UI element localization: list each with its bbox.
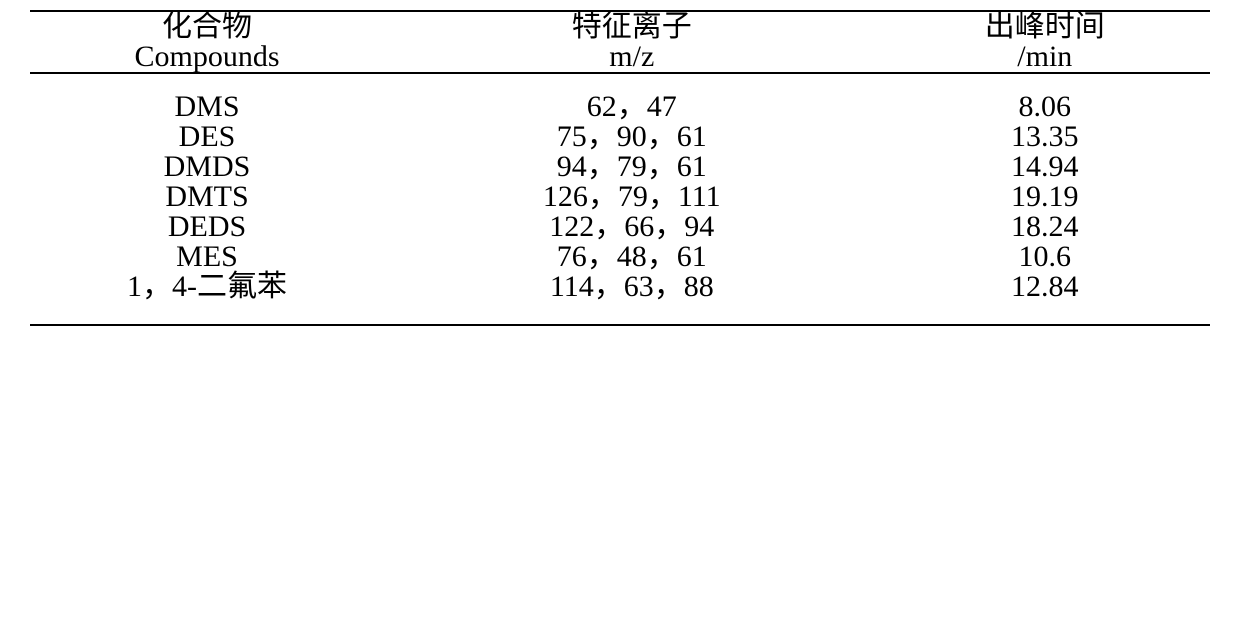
table-row: 1，4-二氟苯 114，63，88 12.84 [30, 272, 1210, 325]
cell-mz: 114，63，88 [384, 272, 880, 325]
table-row: DEDS 122，66，94 18.24 [30, 212, 1210, 242]
header-mz-en: m/z [384, 42, 880, 73]
cell-mz: 94，79，61 [384, 152, 880, 182]
cell-compound: DMDS [30, 152, 384, 182]
cell-mz: 76，48，61 [384, 242, 880, 272]
header-rt-en: /min [880, 42, 1210, 73]
cell-rt: 12.84 [880, 272, 1210, 325]
table-row: DMDS 94，79，61 14.94 [30, 152, 1210, 182]
cell-rt: 13.35 [880, 122, 1210, 152]
cell-rt: 10.6 [880, 242, 1210, 272]
page-container: 化合物 特征离子 出峰时间 Compounds m/z /min DMS 62，… [0, 0, 1240, 637]
cell-rt: 8.06 [880, 73, 1210, 122]
table-row: DMS 62，47 8.06 [30, 73, 1210, 122]
cell-compound: DMS [30, 73, 384, 122]
header-row-en: Compounds m/z /min [30, 42, 1210, 73]
cell-compound: DES [30, 122, 384, 152]
cell-rt: 18.24 [880, 212, 1210, 242]
compound-table: 化合物 特征离子 出峰时间 Compounds m/z /min DMS 62，… [30, 10, 1210, 326]
cell-mz: 122，66，94 [384, 212, 880, 242]
cell-rt: 19.19 [880, 182, 1210, 212]
cell-compound: MES [30, 242, 384, 272]
header-compound-en: Compounds [30, 42, 384, 73]
cell-compound: DEDS [30, 212, 384, 242]
header-row-cn: 化合物 特征离子 出峰时间 [30, 11, 1210, 42]
cell-compound: DMTS [30, 182, 384, 212]
cell-mz: 62，47 [384, 73, 880, 122]
cell-mz: 75，90，61 [384, 122, 880, 152]
header-rt-cn: 出峰时间 [880, 11, 1210, 42]
table-row: DMTS 126，79，111 19.19 [30, 182, 1210, 212]
table-row: DES 75，90，61 13.35 [30, 122, 1210, 152]
cell-rt: 14.94 [880, 152, 1210, 182]
header-compound-cn: 化合物 [30, 11, 384, 42]
table-body: DMS 62，47 8.06 DES 75，90，61 13.35 DMDS 9… [30, 73, 1210, 325]
cell-mz: 126，79，111 [384, 182, 880, 212]
table-row: MES 76，48，61 10.6 [30, 242, 1210, 272]
cell-compound: 1，4-二氟苯 [30, 272, 384, 325]
header-mz-cn: 特征离子 [384, 11, 880, 42]
table-header: 化合物 特征离子 出峰时间 Compounds m/z /min [30, 11, 1210, 73]
